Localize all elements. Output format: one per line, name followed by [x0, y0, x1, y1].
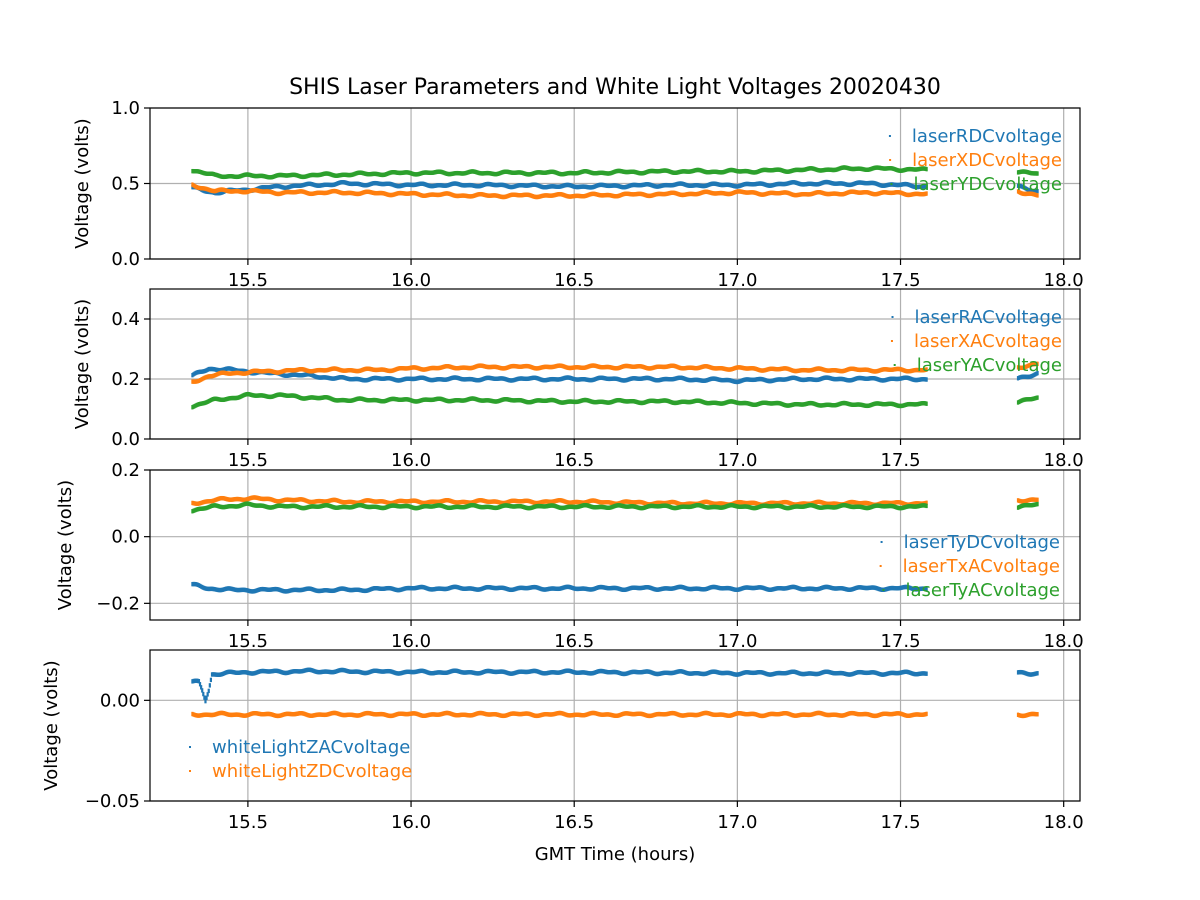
y-tick-label: 0.2 — [111, 369, 140, 390]
legend-label: laserRDCvoltage — [912, 126, 1062, 147]
data-point — [1036, 193, 1039, 198]
x-tick-label: 18.0 — [1044, 450, 1084, 471]
y-axis-label: Voltage (volts) — [72, 118, 93, 248]
y-axis-label: Voltage (volts) — [72, 299, 93, 429]
legend-label: laserXDCvoltage — [912, 150, 1062, 171]
x-tick-label: 15.5 — [228, 450, 268, 471]
legend-label: laserYDCvoltage — [913, 174, 1062, 195]
x-tick-label: 17.5 — [880, 270, 920, 291]
data-point — [925, 166, 928, 172]
x-tick-label: 16.5 — [554, 270, 594, 291]
figure-title: SHIS Laser Parameters and White Light Vo… — [289, 75, 941, 100]
data-point — [1036, 361, 1039, 367]
x-tick-label: 15.5 — [228, 270, 268, 291]
y-tick-label: 0.0 — [111, 249, 140, 270]
series-laserYACvoltage — [191, 391, 1039, 410]
legend: laserRDCvoltage laserXDCvoltage laserYDCvo… — [888, 126, 1062, 195]
data-point — [925, 191, 928, 196]
data-point — [925, 367, 928, 372]
x-tick-label: 16.0 — [391, 450, 431, 471]
series-laserXDCvoltage — [191, 182, 1039, 200]
data-point — [925, 586, 928, 592]
x-tick-label: 17.5 — [880, 450, 920, 471]
series-laserXACvoltage — [191, 361, 1039, 384]
x-tick-label: 17.0 — [717, 450, 757, 471]
legend-marker — [889, 159, 892, 161]
y-tick-label: 0.0 — [111, 429, 140, 450]
series-laserTyDCvoltage — [191, 581, 928, 594]
legend-label: laserRACvoltage — [915, 307, 1062, 328]
legend-marker — [888, 135, 891, 137]
legend-label: laserXACvoltage — [914, 331, 1062, 352]
data-point — [1036, 171, 1039, 176]
data-point — [925, 184, 928, 190]
legend-marker — [893, 364, 896, 366]
y-tick-label: 0.5 — [111, 174, 140, 195]
legend-marker — [890, 183, 893, 185]
x-tick-label: 17.0 — [717, 270, 757, 291]
subplot-3: 15.5 16.0 16.5 17.0 17.5 18.0−0.20.00.2Voltag… — [55, 460, 1084, 652]
subplot-1: 15.5 16.0 16.5 17.0 17.5 18.0 0.0 0.5 1.0 Voltage… — [72, 98, 1084, 291]
x-tick-label: 16.0 — [391, 270, 431, 291]
legend-label: laserYACvoltage — [917, 355, 1062, 376]
series-laserYDCvoltage — [191, 165, 1039, 180]
x-axis-label: GMT Time (hours) — [535, 844, 696, 865]
y-tick-label: 0.4 — [111, 309, 140, 330]
y-tick-label: 1.0 — [111, 98, 140, 119]
axes-frame — [149, 288, 1081, 440]
legend: laserRACvoltage laserXACvoltage laserYACvo… — [890, 307, 1062, 376]
data-point — [1036, 395, 1039, 400]
x-tick-label: 18.0 — [1044, 270, 1084, 291]
subplot-2: 15.5 16.0 16.5 17.0 17.5 18.0 0.0 0.2 0.4 Voltage… — [72, 288, 1084, 471]
data-point — [1036, 188, 1039, 194]
x-tick-label: 16.5 — [554, 450, 594, 471]
legend-marker — [891, 316, 894, 318]
axes-layer: 15.5 16.0 16.5 17.0 17.5 18.0 0.0 0.5 1.0 Voltage… — [41, 98, 1084, 833]
data-point — [1036, 370, 1039, 376]
data-point — [925, 401, 928, 406]
legend-marker — [890, 340, 893, 342]
data-point — [925, 377, 928, 382]
